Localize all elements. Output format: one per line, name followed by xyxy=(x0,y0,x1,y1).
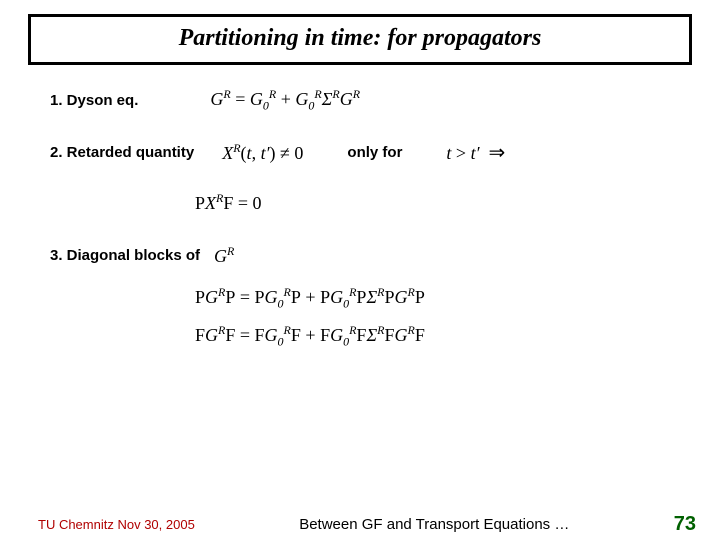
item-3: 3. Diagonal blocks of GR xyxy=(50,244,680,267)
content-area: 1. Dyson eq. GR = G0R + G0RΣRGR 2. Retar… xyxy=(0,65,720,350)
item-3-formula-b: FGRF = FG0RF + FG0RFΣRFGRF xyxy=(195,323,680,350)
footer: TU Chemnitz Nov 30, 2005 Between GF and … xyxy=(0,513,720,536)
page-number: 73 xyxy=(674,513,696,536)
item-2: 2. Retarded quantity XR(t, t′) ≠ 0 only … xyxy=(50,140,680,165)
item-2-below: PXRF = 0 xyxy=(50,191,680,214)
footer-left: TU Chemnitz Nov 30, 2005 xyxy=(38,517,195,532)
footer-center: Between GF and Transport Equations … xyxy=(195,516,674,533)
item-1: 1. Dyson eq. GR = G0R + G0RΣRGR xyxy=(50,87,680,114)
slide-title: Partitioning in time: for propagators xyxy=(41,25,679,52)
item-2-formula-a: XR(t, t′) ≠ 0 xyxy=(222,141,303,164)
item-2-formula-b: t > t′ ⇒ xyxy=(446,140,505,165)
title-box: Partitioning in time: for propagators xyxy=(28,14,692,65)
item-3-block-a: PGRP = PG0RP + PG0RPΣRPGRP xyxy=(50,285,680,312)
item-2-mid: only for xyxy=(347,144,402,161)
item-3-label: 3. Diagonal blocks of xyxy=(50,247,200,264)
item-2-formula-below: PXRF = 0 xyxy=(195,191,680,214)
item-3-formula-a: PGRP = PG0RP + PG0RPΣRPGRP xyxy=(195,285,680,312)
item-3-block-b: FGRF = FG0RF + FG0RFΣRFGRF xyxy=(50,323,680,350)
item-3-ref: GR xyxy=(214,244,234,267)
item-1-label: 1. Dyson eq. xyxy=(50,92,138,109)
item-1-formula: GR = G0R + G0RΣRGR xyxy=(210,87,360,114)
item-2-label: 2. Retarded quantity xyxy=(50,144,194,161)
